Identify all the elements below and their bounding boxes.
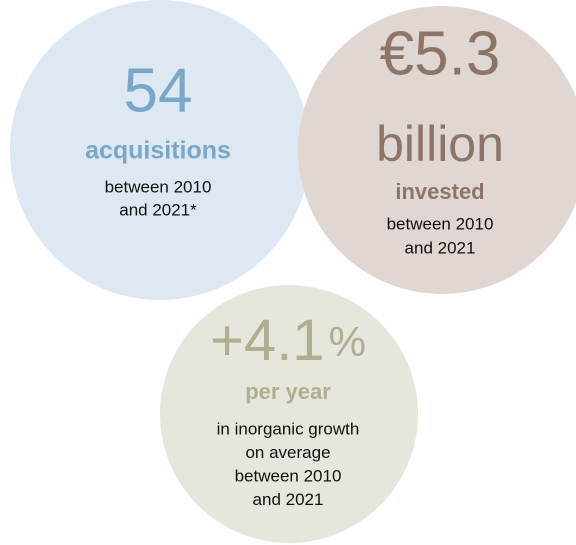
label: invested	[395, 179, 484, 204]
figure-unit: billion	[376, 116, 504, 172]
figure: €5.3	[380, 19, 501, 88]
circle-invested	[298, 6, 576, 294]
description-line: between 2010	[105, 177, 212, 196]
description-line: and 2021*	[119, 200, 197, 219]
figure: 54	[124, 56, 193, 125]
label: acquisitions	[85, 137, 231, 165]
description-line: in inorganic growth	[217, 419, 360, 438]
figure: +4.1	[210, 308, 325, 373]
circle-growth	[160, 285, 418, 543]
description-line: between 2010	[235, 466, 342, 485]
circle-acquisitions	[10, 0, 310, 300]
description-line: on average	[245, 443, 330, 462]
figure-group: +4.1%	[210, 308, 366, 373]
figure-unit: %	[329, 318, 366, 365]
description-line: and 2021	[253, 490, 324, 509]
description-line: between 2010	[387, 214, 494, 233]
description-line: and 2021	[405, 238, 476, 257]
label: per year	[245, 379, 331, 404]
